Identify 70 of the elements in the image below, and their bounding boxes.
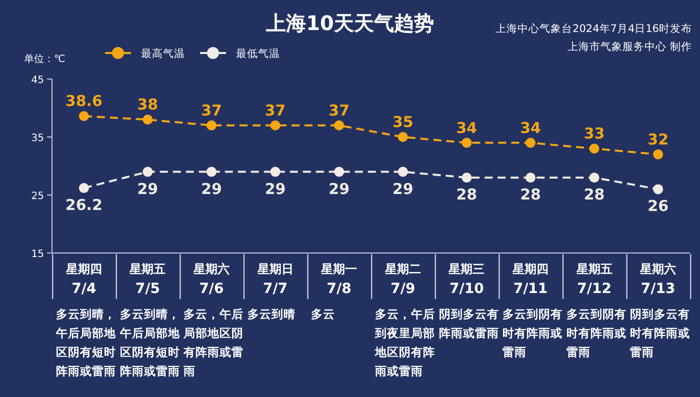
data-label: 26 <box>648 197 669 216</box>
y-tick-label: 25 <box>31 191 44 202</box>
text: 多云 <box>311 307 336 321</box>
text: 多云到晴，午后局部地区阴有短时阵雨或雷雨 <box>118 307 181 378</box>
point <box>270 166 280 177</box>
y-tick-label: 45 <box>31 75 44 86</box>
x-tick-label: 星期三 7/10 <box>448 262 485 297</box>
x-tick-label: 星期四 7/4 <box>64 262 102 297</box>
data-label: 26.2 <box>65 196 102 214</box>
data-label: 29 <box>264 180 286 198</box>
y-tick-label: 15 <box>31 249 44 260</box>
x-tick-label: 星期四 7/11 <box>512 262 548 297</box>
text: 多云，午后到夜里局部地区阴有阵雨或雷雨 <box>374 307 435 378</box>
data-label: 28 <box>456 186 478 204</box>
x-tick-label: 星期日 7/7 <box>256 262 294 297</box>
text: 阴到多云有阵雨或雷雨 <box>438 307 499 340</box>
y-axis-title: 单位：℃ <box>24 53 66 65</box>
data-label: 29 <box>201 180 222 198</box>
text: 多云到晴，午后局部地区阴有短时阵雨或雷雨 <box>55 307 117 378</box>
text: 多云到晴 <box>247 307 296 321</box>
data-label: 28 <box>520 186 541 204</box>
point <box>334 166 344 177</box>
point <box>653 149 664 160</box>
point <box>206 166 216 177</box>
point <box>653 184 664 194</box>
data-label: 34 <box>520 118 541 137</box>
text: 上海中心气象台2024年7月4日16时发布 <box>496 22 692 35</box>
point <box>526 172 536 183</box>
data-label: 34 <box>456 118 478 137</box>
point <box>270 120 280 130</box>
point <box>589 144 600 154</box>
chart-title: 上海10天天气趋势 <box>265 11 434 35</box>
text: 阴到多云有时有阵雨或雷雨 <box>630 307 690 359</box>
y-tick-label: 35 <box>31 133 44 144</box>
x-tick-label: 星期五 7/12 <box>575 262 612 297</box>
data-label: 37 <box>264 101 286 120</box>
x-tick-label: 星期二 7/9 <box>384 262 421 297</box>
point <box>398 166 408 177</box>
legend-label: 最低气温 <box>236 48 280 60</box>
text: 多云到阴有时有阵雨或雷雨 <box>502 307 563 359</box>
legend-label: 最高气温 <box>141 47 185 60</box>
text: 多云到阴有时有阵雨或雷雨 <box>566 307 626 359</box>
x-tick-label: 星期六 7/13 <box>639 262 676 297</box>
data-label: 29 <box>328 180 350 198</box>
data-label: 37 <box>328 101 350 120</box>
data-label: 28 <box>584 186 605 204</box>
data-label: 38 <box>137 96 158 114</box>
point <box>206 120 216 130</box>
text: 上海市气象服务中心 制作 <box>568 40 692 53</box>
point <box>398 132 408 142</box>
data-label: 29 <box>137 180 158 198</box>
point <box>78 111 89 122</box>
point <box>462 138 472 148</box>
data-label: 35 <box>392 113 414 131</box>
data-label: 32 <box>648 130 669 148</box>
x-tick-label: 星期六 7/6 <box>192 262 230 297</box>
text: 多云，午后局部地区阴有阵雨或雷雨 <box>182 307 244 378</box>
x-tick-label: 星期一 7/8 <box>320 262 358 297</box>
point <box>589 172 600 183</box>
point <box>78 183 89 194</box>
data-label: 38.6 <box>65 92 102 110</box>
point <box>142 114 153 125</box>
data-label: 33 <box>584 124 605 143</box>
point <box>142 166 153 177</box>
point <box>462 172 472 183</box>
point <box>334 120 344 130</box>
data-label: 37 <box>201 101 222 120</box>
data-label: 29 <box>392 180 414 198</box>
point <box>526 138 536 148</box>
x-tick-label: 星期五 7/5 <box>128 262 166 297</box>
